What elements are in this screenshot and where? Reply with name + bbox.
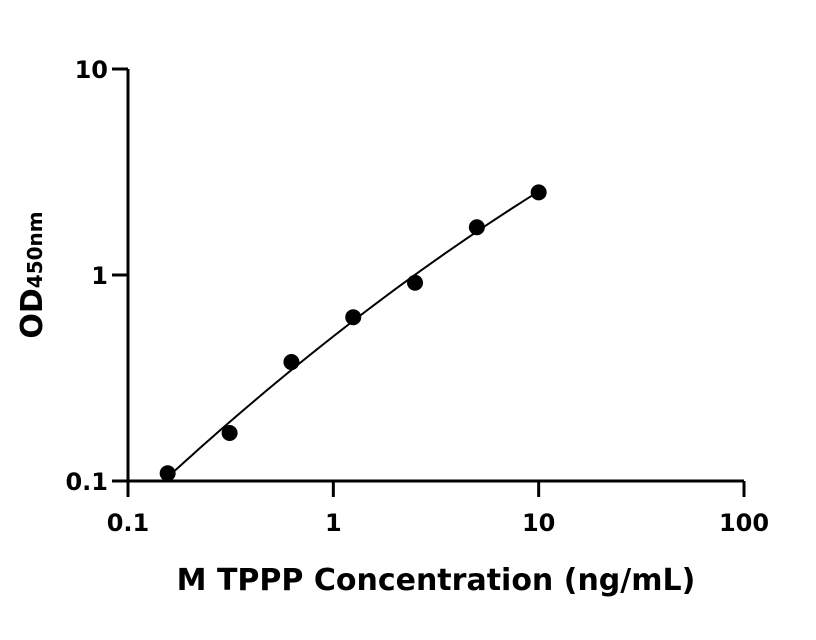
y-axis-title: OD450nm	[15, 211, 50, 338]
x-axis-title: M TPPP Concentration (ng/mL)	[177, 563, 696, 598]
x-tick-label: 1	[325, 509, 342, 537]
y-tick-label: 1	[91, 262, 108, 290]
data-point	[468, 219, 485, 236]
data-point	[159, 465, 176, 482]
data-point	[345, 309, 362, 326]
data-point	[407, 274, 424, 291]
y-axis-title-subscript: 450nm	[23, 211, 47, 288]
data-point	[221, 425, 238, 442]
y-axis-title-main: OD	[15, 288, 50, 338]
y-tick-label: 0.1	[65, 468, 108, 496]
y-tick-label: 10	[75, 56, 108, 84]
data-points	[159, 184, 547, 482]
data-point	[283, 354, 300, 371]
y-axis-ticks: 0.1 1 10	[65, 56, 128, 496]
x-axis-ticks: 0.1 1 10 100	[107, 481, 769, 537]
x-tick-label: 0.1	[107, 509, 150, 537]
x-tick-label: 100	[719, 509, 769, 537]
data-point	[530, 184, 547, 201]
x-tick-label: 10	[522, 509, 555, 537]
